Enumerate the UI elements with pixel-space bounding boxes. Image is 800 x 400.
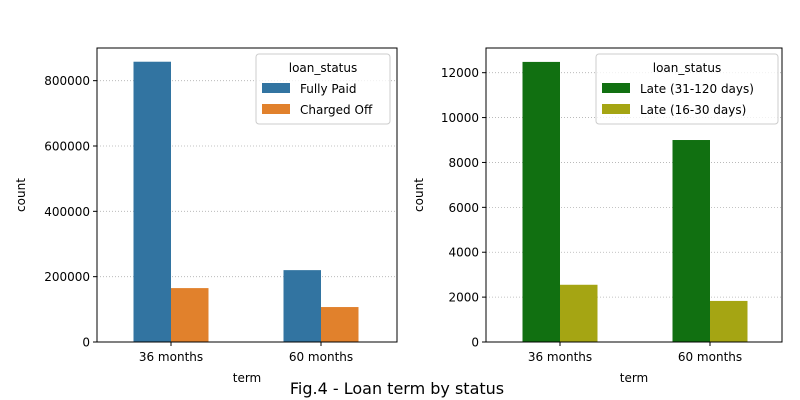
y-tick-label: 0: [82, 336, 90, 350]
y-tick-label: 0: [471, 336, 479, 350]
x-tick-label: 36 months: [528, 350, 592, 364]
legend-label: Fully Paid: [300, 82, 356, 96]
x-axis-label: term: [233, 371, 262, 385]
bar-fully-paid: [133, 61, 171, 342]
y-axis-label: count: [14, 178, 28, 212]
figure-caption: Fig.4 - Loan term by status: [290, 379, 504, 398]
y-tick-label: 200000: [44, 270, 90, 284]
x-tick-label: 60 months: [289, 350, 353, 364]
y-tick-label: 400000: [44, 205, 90, 219]
y-tick-label: 600000: [44, 140, 90, 154]
x-tick-label: 60 months: [678, 350, 742, 364]
legend-title: loan_status: [289, 61, 358, 75]
y-tick-label: 2000: [448, 291, 479, 305]
legend-swatch: [262, 104, 290, 114]
legend-title: loan_status: [653, 61, 722, 75]
y-tick-label: 4000: [448, 246, 479, 260]
x-axis-label: term: [620, 371, 649, 385]
bar-late-31-120-days: [672, 140, 710, 342]
legend-label: Charged Off: [300, 103, 373, 117]
y-tick-label: 8000: [448, 156, 479, 170]
bar-late-16-30-days: [560, 284, 598, 342]
legend-swatch: [602, 104, 630, 114]
y-tick-label: 10000: [441, 111, 479, 125]
legend-swatch: [602, 83, 630, 93]
bar-charged-off: [321, 307, 359, 342]
bar-late-16-30-days: [710, 300, 748, 342]
y-tick-label: 6000: [448, 201, 479, 215]
legend-label: Late (31-120 days): [640, 82, 754, 96]
axes-frame: [96, 47, 398, 343]
y-tick-label: 800000: [44, 74, 90, 88]
axes-frame: [485, 47, 783, 343]
legend-label: Late (16-30 days): [640, 103, 746, 117]
y-tick-label: 12000: [441, 66, 479, 80]
bar-late-31-120-days: [522, 61, 560, 343]
x-tick-label: 36 months: [139, 350, 203, 364]
bar-fully-paid: [283, 270, 321, 342]
chart-left: 0 200000 400000 600000 800000 36 months 60 mon…: [14, 47, 398, 385]
bar-charged-off: [171, 288, 209, 342]
legend-box: [595, 53, 779, 125]
y-axis-label: count: [412, 178, 426, 212]
chart-right: 0 2000 4000 6000 8000 10000 12000 36 months 60 m…: [412, 47, 783, 385]
legend-swatch: [262, 83, 290, 93]
